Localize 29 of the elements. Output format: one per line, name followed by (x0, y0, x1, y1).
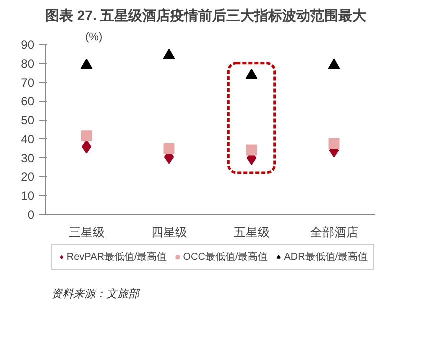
point (81, 130, 92, 142)
point (328, 138, 340, 150)
x-tick-label: 全部酒店 (310, 226, 358, 240)
x-tick-label: 三星级 (68, 226, 105, 240)
legend-label: OCC最低值/最高值 (183, 250, 268, 264)
legend-label: ADR最低值/最高值 (284, 250, 368, 264)
y-tick-label: 50 (21, 114, 35, 128)
x-tick-label: 四星级 (151, 226, 188, 240)
point (246, 68, 258, 80)
y-axis-title: (%) (86, 32, 103, 44)
text: 资料来源：文旅部 (52, 288, 142, 300)
y-tick-label: 60 (21, 94, 35, 109)
y-tick-label: 70 (21, 76, 35, 90)
x-tick-label: 五星级 (234, 226, 270, 240)
point (163, 48, 176, 60)
y-tick-label: 80 (21, 56, 35, 71)
y-tick-label: 40 (21, 132, 35, 146)
point (164, 143, 175, 154)
legend-label: RevPAR最低值/最高值 (66, 250, 168, 264)
y-tick-label: 30 (21, 151, 35, 166)
point (82, 140, 92, 154)
chart-title: 图表 27. 五星级酒店疫情前后三大指标波动范围最大 (46, 8, 368, 24)
y-tick-label: 90 (21, 38, 35, 52)
y-tick-label: 10 (21, 189, 35, 204)
point (328, 58, 340, 70)
y-tick-label: 0 (28, 208, 35, 222)
y-tick-label: 20 (21, 170, 35, 184)
point (246, 144, 258, 156)
point (80, 58, 93, 70)
